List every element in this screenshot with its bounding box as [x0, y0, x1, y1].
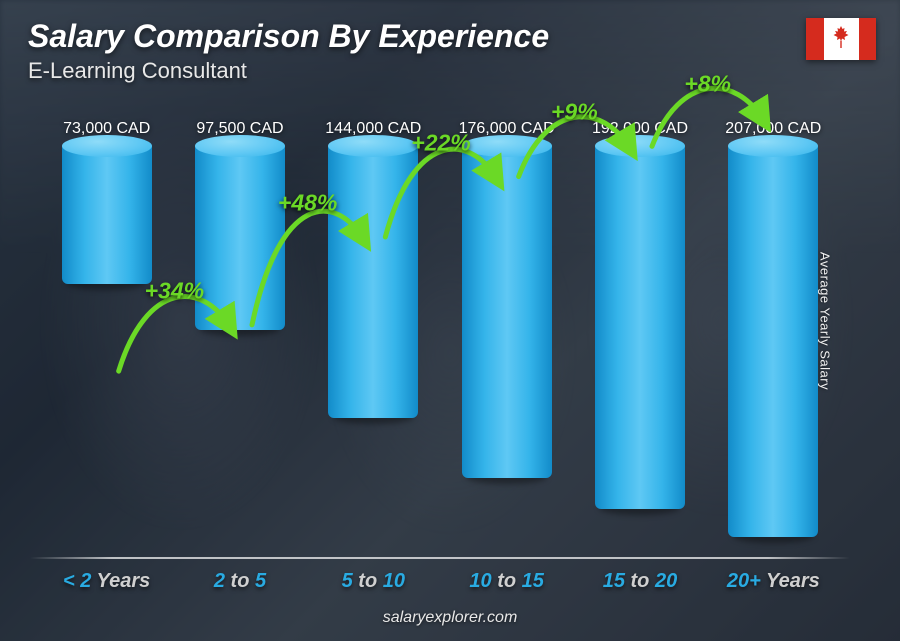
bar-group: 207,000 CAD: [707, 120, 840, 551]
bar-group: 97,500 CAD: [173, 120, 306, 551]
bar-top-ellipse: [462, 135, 552, 157]
bar-group: 144,000 CAD: [307, 120, 440, 551]
growth-pct-label: +8%: [684, 71, 731, 98]
x-axis-baseline: [30, 557, 850, 559]
bar: [62, 146, 152, 284]
bar-top-ellipse: [195, 135, 285, 157]
bar-front: [462, 146, 552, 478]
bar: [462, 146, 552, 478]
bar-front: [728, 146, 818, 537]
x-axis-label: 5 to 10: [307, 570, 440, 593]
bar-front: [595, 146, 685, 509]
x-axis: < 2 Years2 to 55 to 1010 to 1515 to 2020…: [40, 570, 840, 593]
bar-top-ellipse: [328, 135, 418, 157]
flag-band-center: [824, 18, 859, 60]
bar: [728, 146, 818, 537]
bar-group: 73,000 CAD: [40, 120, 173, 551]
flag-band-left: [806, 18, 824, 60]
x-axis-label: 10 to 15: [440, 570, 573, 593]
x-axis-label: 2 to 5: [173, 570, 306, 593]
bar: [195, 146, 285, 330]
bar-top-ellipse: [62, 135, 152, 157]
bar-chart: 73,000 CAD97,500 CAD144,000 CAD176,000 C…: [40, 120, 840, 551]
bar-group: 176,000 CAD: [440, 120, 573, 551]
chart-subtitle: E-Learning Consultant: [28, 58, 247, 84]
bar: [328, 146, 418, 418]
x-axis-label: 20+ Years: [707, 570, 840, 593]
bar-front: [62, 146, 152, 284]
chart-container: Salary Comparison By Experience E-Learni…: [0, 0, 900, 641]
flag-band-right: [859, 18, 877, 60]
x-axis-label: < 2 Years: [40, 570, 173, 593]
x-axis-label: 15 to 20: [573, 570, 706, 593]
country-flag-canada: [806, 18, 876, 60]
bar-front: [195, 146, 285, 330]
chart-title: Salary Comparison By Experience: [28, 18, 549, 55]
bar-top-ellipse: [595, 135, 685, 157]
bar-top-ellipse: [728, 135, 818, 157]
footer-attribution: salaryexplorer.com: [0, 609, 900, 627]
bar-front: [328, 146, 418, 418]
bar: [595, 146, 685, 509]
maple-leaf-icon: [831, 26, 851, 52]
bar-group: 192,000 CAD: [573, 120, 706, 551]
